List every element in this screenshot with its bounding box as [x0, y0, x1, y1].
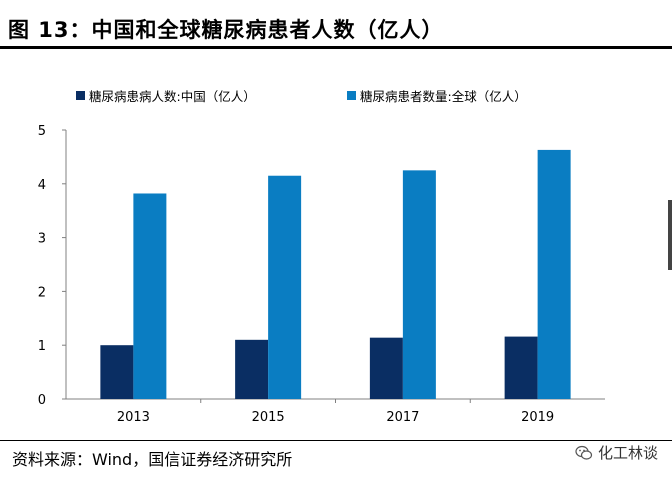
chart-legend: 糖尿病患病人数:中国（亿人） 糖尿病患者数量:全球（亿人）: [0, 82, 672, 106]
figure-header: 图 13：中国和全球糖尿病患者人数（亿人）: [0, 0, 672, 60]
page-edge-marker: [668, 200, 672, 270]
title-divider: [0, 46, 672, 49]
bar-global: [133, 193, 167, 399]
x-tick-label: 2019: [521, 410, 554, 425]
x-tick-label: 2013: [117, 410, 150, 425]
y-tick-label: 0: [38, 393, 46, 408]
bar-global: [402, 170, 436, 399]
bar-china: [100, 345, 134, 399]
y-tick-label: 3: [38, 232, 46, 247]
x-tick-label: 2017: [386, 410, 419, 425]
source-note: 资料来源：Wind，国信证券经济研究所: [12, 450, 293, 469]
legend-item-china: 糖尿病患病人数:中国（亿人）: [76, 86, 256, 105]
wechat-icon: [575, 445, 593, 460]
y-tick-label: 2: [38, 285, 46, 300]
watermark-text: 化工林谈: [597, 444, 658, 462]
bar-china: [235, 339, 269, 399]
bar-global: [537, 149, 571, 399]
watermark: 化工林谈: [575, 442, 658, 463]
y-tick-label: 1: [38, 339, 46, 354]
y-tick-label: 4: [38, 178, 46, 193]
legend-label-global: 糖尿病患者数量:全球（亿人）: [360, 89, 527, 104]
figure-title: 图 13：中国和全球糖尿病患者人数（亿人）: [8, 18, 444, 42]
bar-global: [268, 175, 302, 399]
legend-item-global: 糖尿病患者数量:全球（亿人）: [347, 86, 527, 105]
legend-label-china: 糖尿病患病人数:中国（亿人）: [89, 89, 256, 104]
chart-area: 0 1 2 3 4 5 2013 2015 2017 2019: [0, 110, 672, 430]
bar-china: [369, 337, 403, 399]
bar-chart: 0 1 2 3 4 5 2013 2015 2017 2019: [38, 124, 605, 425]
x-tick-label: 2015: [252, 410, 285, 425]
legend-swatch-china: [76, 91, 85, 100]
bar-china: [504, 336, 538, 399]
y-tick-label: 5: [38, 124, 46, 139]
footer-divider: [0, 440, 672, 441]
legend-swatch-global: [347, 91, 356, 100]
